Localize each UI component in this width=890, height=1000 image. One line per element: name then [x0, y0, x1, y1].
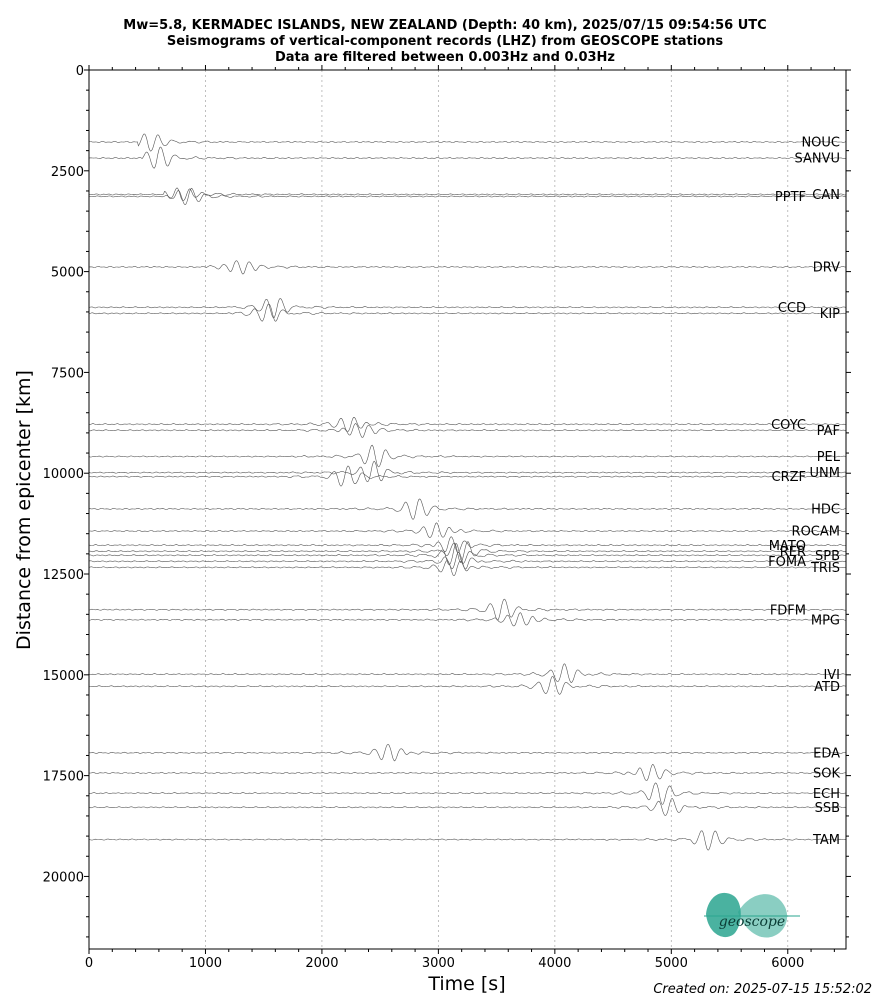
x-tick-label: 5000: [655, 956, 688, 971]
chart-title-line-3: Data are filtered between 0.003Hz and 0.…: [274, 50, 616, 65]
trace-crzf: [88, 465, 846, 487]
station-label-hdc: HDC: [811, 503, 840, 518]
trace-can: [88, 187, 846, 202]
station-label-pptf: PPTF: [775, 190, 806, 205]
station-label-kip: KIP: [820, 307, 840, 322]
y-tick-label: 17500: [43, 770, 84, 785]
station-label-coyc: COYC: [771, 418, 806, 433]
trace-fdfm: [88, 598, 846, 621]
trace-atd: [88, 676, 846, 695]
trace-spb: [88, 543, 846, 566]
x-tick-label: 6000: [771, 956, 804, 971]
station-label-sok: SOK: [813, 767, 840, 782]
y-axis-label: Distance from epicenter [km]: [13, 370, 35, 650]
station-label-crzf: CRZF: [772, 470, 807, 485]
chart-title-line-2: Seismograms of vertical-component record…: [166, 34, 724, 49]
trace-ccd: [88, 298, 846, 319]
trace-tris: [88, 560, 846, 577]
y-tick-label: 5000: [51, 266, 84, 281]
trace-sanvu: [88, 146, 846, 169]
gridlines: [205, 70, 789, 949]
x-tick-label: 3000: [422, 956, 455, 971]
y-tick-label: 0: [76, 64, 84, 79]
station-label-nouc: NOUC: [801, 136, 840, 151]
station-label-unm: UNM: [810, 466, 840, 481]
station-label-atd: ATD: [814, 680, 840, 695]
geoscope-logo: geoscope: [704, 892, 800, 938]
y-tick-label: 15000: [43, 669, 84, 684]
trace-unm: [88, 460, 846, 483]
created-timestamp: Created on: 2025-07-15 15:52:02: [653, 982, 872, 997]
trace-hdc: [89, 498, 846, 520]
station-label-tris: TRIS: [810, 561, 840, 576]
station-label-foma: FOMA: [768, 555, 806, 570]
x-tick-label: 1000: [189, 956, 222, 971]
station-label-sanvu: SANVU: [794, 152, 840, 167]
station-label-spb: SPB: [815, 549, 840, 564]
chart-title-line-1: Mw=5.8, KERMADEC ISLANDS, NEW ZEALAND (D…: [123, 18, 767, 33]
x-tick-label: 0: [85, 956, 93, 971]
trace-sok: [88, 764, 846, 781]
seismogram-traces: [88, 133, 846, 851]
logo-text: geoscope: [719, 914, 785, 930]
trace-mpg: [88, 612, 846, 627]
trace-coyc: [88, 416, 846, 432]
trace-foma: [88, 551, 846, 570]
station-label-ech: ECH: [813, 787, 840, 802]
x-axis-label: Time [s]: [427, 973, 505, 995]
x-tick-label: 2000: [305, 956, 338, 971]
y-tick-label: 20000: [43, 870, 84, 885]
station-label-drv: DRV: [813, 261, 840, 276]
y-tick-label: 10000: [43, 467, 84, 482]
trace-ivi: [88, 663, 846, 683]
station-label-tam: TAM: [812, 833, 840, 848]
trace-ech: [88, 782, 846, 805]
station-label-pel: PEL: [817, 450, 841, 465]
trace-drv: [88, 260, 846, 275]
station-label-can: CAN: [812, 188, 840, 203]
station-label-mpg: MPG: [811, 613, 840, 628]
station-label-paf: PAF: [817, 424, 840, 439]
x-tick-label: 4000: [538, 956, 571, 971]
y-tick-label: 2500: [51, 165, 84, 180]
station-label-ivi: IVI: [823, 668, 840, 683]
trace-rocam: [89, 522, 846, 538]
trace-kip: [88, 303, 846, 322]
trace-eda: [88, 744, 846, 762]
station-label-mato: MATO: [769, 539, 806, 554]
trace-pel: [88, 444, 846, 468]
station-label-rer: RER: [780, 545, 806, 560]
station-label-rocam: ROCAM: [792, 525, 840, 540]
y-tick-label: 7500: [51, 366, 84, 381]
trace-ssb: [88, 798, 846, 816]
axis-ticks: 0 1000 2000 3000 4000 5000 6000 0 2500 5000 7500 10…: [43, 64, 851, 971]
trace-nouc: [88, 133, 846, 152]
trace-paf: [88, 423, 846, 438]
station-label-fdfm: FDFM: [770, 603, 806, 618]
trace-pptf: [88, 187, 846, 205]
station-label-ssb: SSB: [815, 801, 840, 816]
station-label-eda: EDA: [813, 746, 840, 761]
station-label-ccd: CCD: [778, 301, 806, 316]
y-tick-label: 12500: [43, 568, 84, 583]
trace-mato: [89, 536, 846, 554]
plot-frame: [88, 69, 847, 950]
trace-rer: [89, 541, 846, 564]
trace-tam: [88, 830, 846, 851]
